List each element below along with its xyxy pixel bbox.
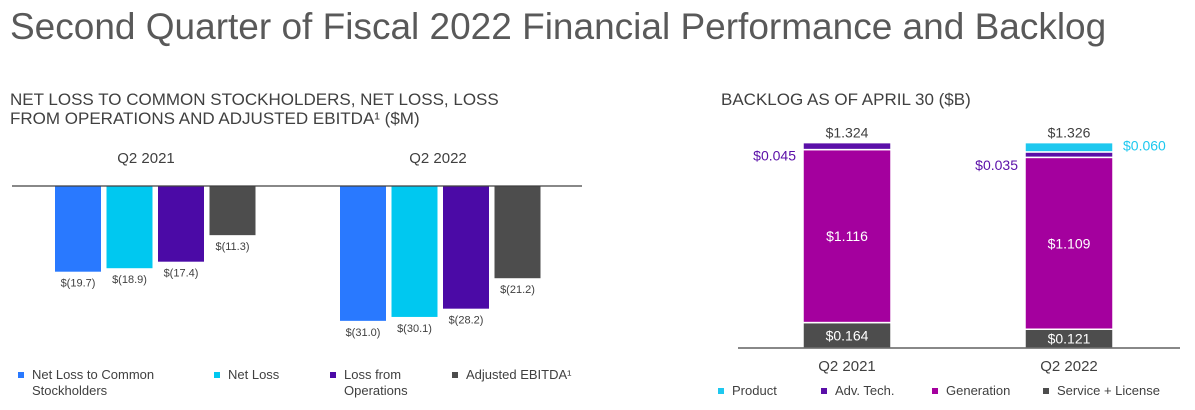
square-cyan-icon (214, 372, 220, 378)
segment-label: $1.109 (1048, 235, 1091, 251)
legend-label: Stockholders (32, 383, 108, 398)
square-gray-icon (1043, 388, 1049, 394)
square-purple-icon (330, 372, 336, 378)
category-label: Q2 2022 (1040, 358, 1098, 375)
stacked-bar-segment (1024, 151, 1114, 159)
right-chart-title: BACKLOG AS OF APRIL 30 ($B) (721, 90, 971, 109)
square-cyan-icon (718, 388, 724, 394)
data-label: $(28.2) (449, 315, 484, 327)
data-label: $(11.3) (215, 241, 249, 253)
segment-label: $0.164 (826, 327, 869, 343)
data-label: $(31.0) (346, 327, 381, 339)
stacked-bar-segment (1024, 141, 1114, 153)
category-label: Q2 2021 (117, 150, 175, 167)
legend-label: Adv. Tech. (835, 383, 895, 398)
stacked-bar-segment (802, 141, 892, 151)
segment-label: $0.060 (1123, 138, 1166, 154)
legend-item-loss-ops: Loss from Operations (330, 367, 408, 399)
bar (106, 186, 153, 269)
bar (443, 186, 489, 309)
legend-label: Loss from (344, 367, 402, 382)
legend-item-product: Product (718, 383, 777, 399)
data-label: $(19.7) (61, 278, 96, 290)
legend-label: Product (732, 383, 777, 398)
page-title: Second Quarter of Fiscal 2022 Financial … (10, 6, 1107, 47)
legend-label: Service + License (1057, 383, 1160, 398)
category-label: Q2 2022 (409, 150, 467, 167)
stacked-bar-segment (802, 148, 892, 324)
bar (55, 186, 101, 272)
left-chart-title-line2: FROM OPERATIONS AND ADJUSTED EBITDA¹ ($M… (10, 109, 420, 128)
legend-item-service-license: Service + License (1043, 383, 1160, 399)
bar (340, 186, 386, 321)
left-chart-title: NET LOSS TO COMMON STOCKHOLDERS, NET LOS… (10, 90, 499, 128)
segment-label: $1.116 (826, 228, 868, 244)
segment-label: $0.045 (753, 148, 796, 164)
segment-label: $0.035 (975, 157, 1018, 173)
bar (494, 186, 541, 279)
legend-label: Net Loss (228, 367, 280, 382)
legend-item-adj-ebitda: Adjusted EBITDA¹ (452, 367, 572, 383)
data-label: $(21.2) (500, 284, 535, 296)
legend-label: Net Loss to Common (32, 367, 155, 382)
bar (158, 186, 204, 262)
left-chart-title-line1: NET LOSS TO COMMON STOCKHOLDERS, NET LOS… (10, 90, 499, 109)
total-label: $1.326 (1048, 125, 1091, 141)
legend-item-adv-tech: Adv. Tech. (821, 383, 895, 399)
data-label: $(30.1) (397, 323, 432, 335)
square-blue-icon (18, 372, 24, 378)
legend-label: Operations (344, 383, 408, 398)
segment-label: $0.121 (1048, 331, 1091, 347)
square-gray-icon (452, 372, 458, 378)
data-label: $(17.4) (164, 268, 199, 280)
bar (209, 186, 256, 236)
square-purple-icon (821, 388, 827, 394)
total-label: $1.324 (826, 125, 869, 141)
category-label: Q2 2021 (818, 358, 876, 375)
bar (391, 186, 438, 317)
legend-item-net-loss: Net Loss (214, 367, 279, 383)
legend-label: Generation (946, 383, 1011, 398)
legend-item-generation: Generation (932, 383, 1010, 399)
legend-label: Adjusted EBITDA¹ (466, 367, 572, 382)
legend-item-net-loss-common: Net Loss to Common Stockholders (18, 367, 154, 399)
data-label: $(18.9) (112, 274, 147, 286)
square-magenta-icon (932, 388, 938, 394)
